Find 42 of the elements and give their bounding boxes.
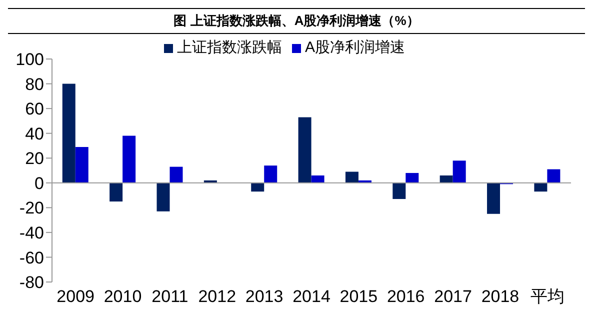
legend-label: A股净利润增速	[304, 39, 405, 56]
x-tick-label: 2013	[245, 287, 284, 306]
bar	[345, 172, 358, 183]
bar	[392, 182, 406, 199]
y-tick-label: 20	[25, 149, 44, 168]
bar	[75, 146, 88, 183]
y-tick-label: -60	[19, 248, 44, 268]
y-tick-label: -20	[19, 198, 44, 218]
x-tick-label: 2012	[198, 287, 236, 306]
bar	[62, 84, 76, 183]
y-tick-label: -40	[19, 223, 44, 242]
x-tick-label: 2010	[104, 287, 142, 306]
bar	[264, 166, 278, 183]
bar	[170, 166, 183, 183]
x-tick-label: 2009	[56, 287, 95, 306]
chart-title: 图 上证指数涨跌幅、A股净利润增速（%）	[8, 8, 585, 34]
x-tick-label: 平均	[530, 287, 564, 306]
bar	[311, 175, 324, 183]
x-tick-label: 2018	[481, 287, 520, 306]
x-tick-label: 2016	[386, 287, 425, 306]
y-tick-label: 0	[34, 174, 44, 193]
bar	[534, 182, 548, 192]
y-tick-label: 40	[25, 124, 44, 144]
bar	[406, 172, 419, 183]
bar	[110, 182, 123, 202]
x-tick-label: 2014	[292, 287, 330, 306]
bar	[251, 182, 264, 192]
bar	[122, 136, 136, 183]
x-tick-label: 2017	[434, 287, 472, 306]
bar	[156, 182, 170, 212]
bar	[452, 160, 466, 183]
y-tick-label: 60	[25, 100, 44, 119]
bar	[487, 182, 500, 214]
bar	[298, 117, 312, 183]
y-tick-label: -80	[19, 273, 44, 292]
x-tick-label: 2015	[340, 287, 378, 306]
bar	[440, 175, 453, 183]
y-tick-label: 100	[16, 50, 44, 70]
bar	[547, 169, 560, 183]
y-tick-label: 80	[25, 74, 44, 94]
x-tick-label: 2011	[152, 287, 188, 306]
legend-label: 上证指数涨跌幅	[176, 39, 282, 56]
